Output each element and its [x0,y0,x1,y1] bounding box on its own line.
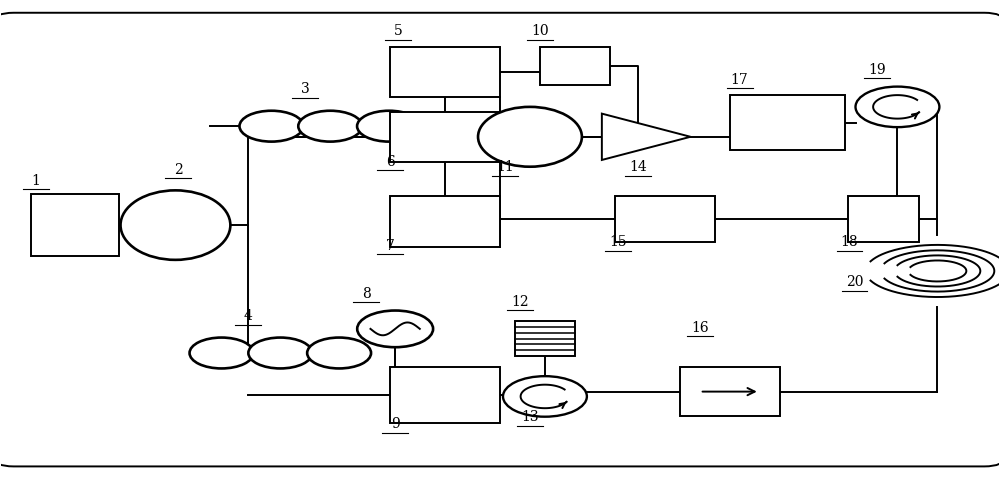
Bar [390,46,500,97]
Text: 20: 20 [846,275,863,289]
Text: 7: 7 [386,239,395,253]
Ellipse shape [478,107,582,166]
Text: 16: 16 [691,321,709,334]
Text: 10: 10 [531,24,549,38]
Bar [390,367,500,423]
Bar [848,196,919,242]
Text: 1: 1 [31,174,40,188]
Bar [515,321,575,356]
Text: 14: 14 [629,160,647,174]
Circle shape [190,337,253,368]
Text: 12: 12 [511,295,529,309]
Bar [390,196,500,247]
Circle shape [357,111,421,142]
Bar [540,46,610,85]
Text: 8: 8 [362,287,371,301]
Bar [615,196,715,242]
Text: 11: 11 [496,160,514,174]
Ellipse shape [121,190,230,260]
Circle shape [856,87,939,127]
Text: 2: 2 [174,163,183,177]
Text: 9: 9 [391,417,400,431]
Text: 3: 3 [301,82,310,96]
Circle shape [248,337,312,368]
Polygon shape [602,114,691,160]
Text: 15: 15 [609,235,627,249]
Circle shape [503,376,587,417]
Bar [730,95,845,151]
Text: 13: 13 [521,410,539,424]
FancyBboxPatch shape [0,13,1000,467]
Circle shape [298,111,362,142]
Text: 17: 17 [731,73,749,87]
Bar [31,194,119,257]
Text: 6: 6 [386,155,395,168]
Circle shape [239,111,303,142]
Text: 4: 4 [244,309,253,323]
Bar [680,367,780,416]
Text: 19: 19 [869,63,886,77]
Bar [390,112,500,162]
Text: 18: 18 [841,235,858,249]
Circle shape [307,337,371,368]
Circle shape [357,311,433,347]
Text: 5: 5 [394,24,403,38]
